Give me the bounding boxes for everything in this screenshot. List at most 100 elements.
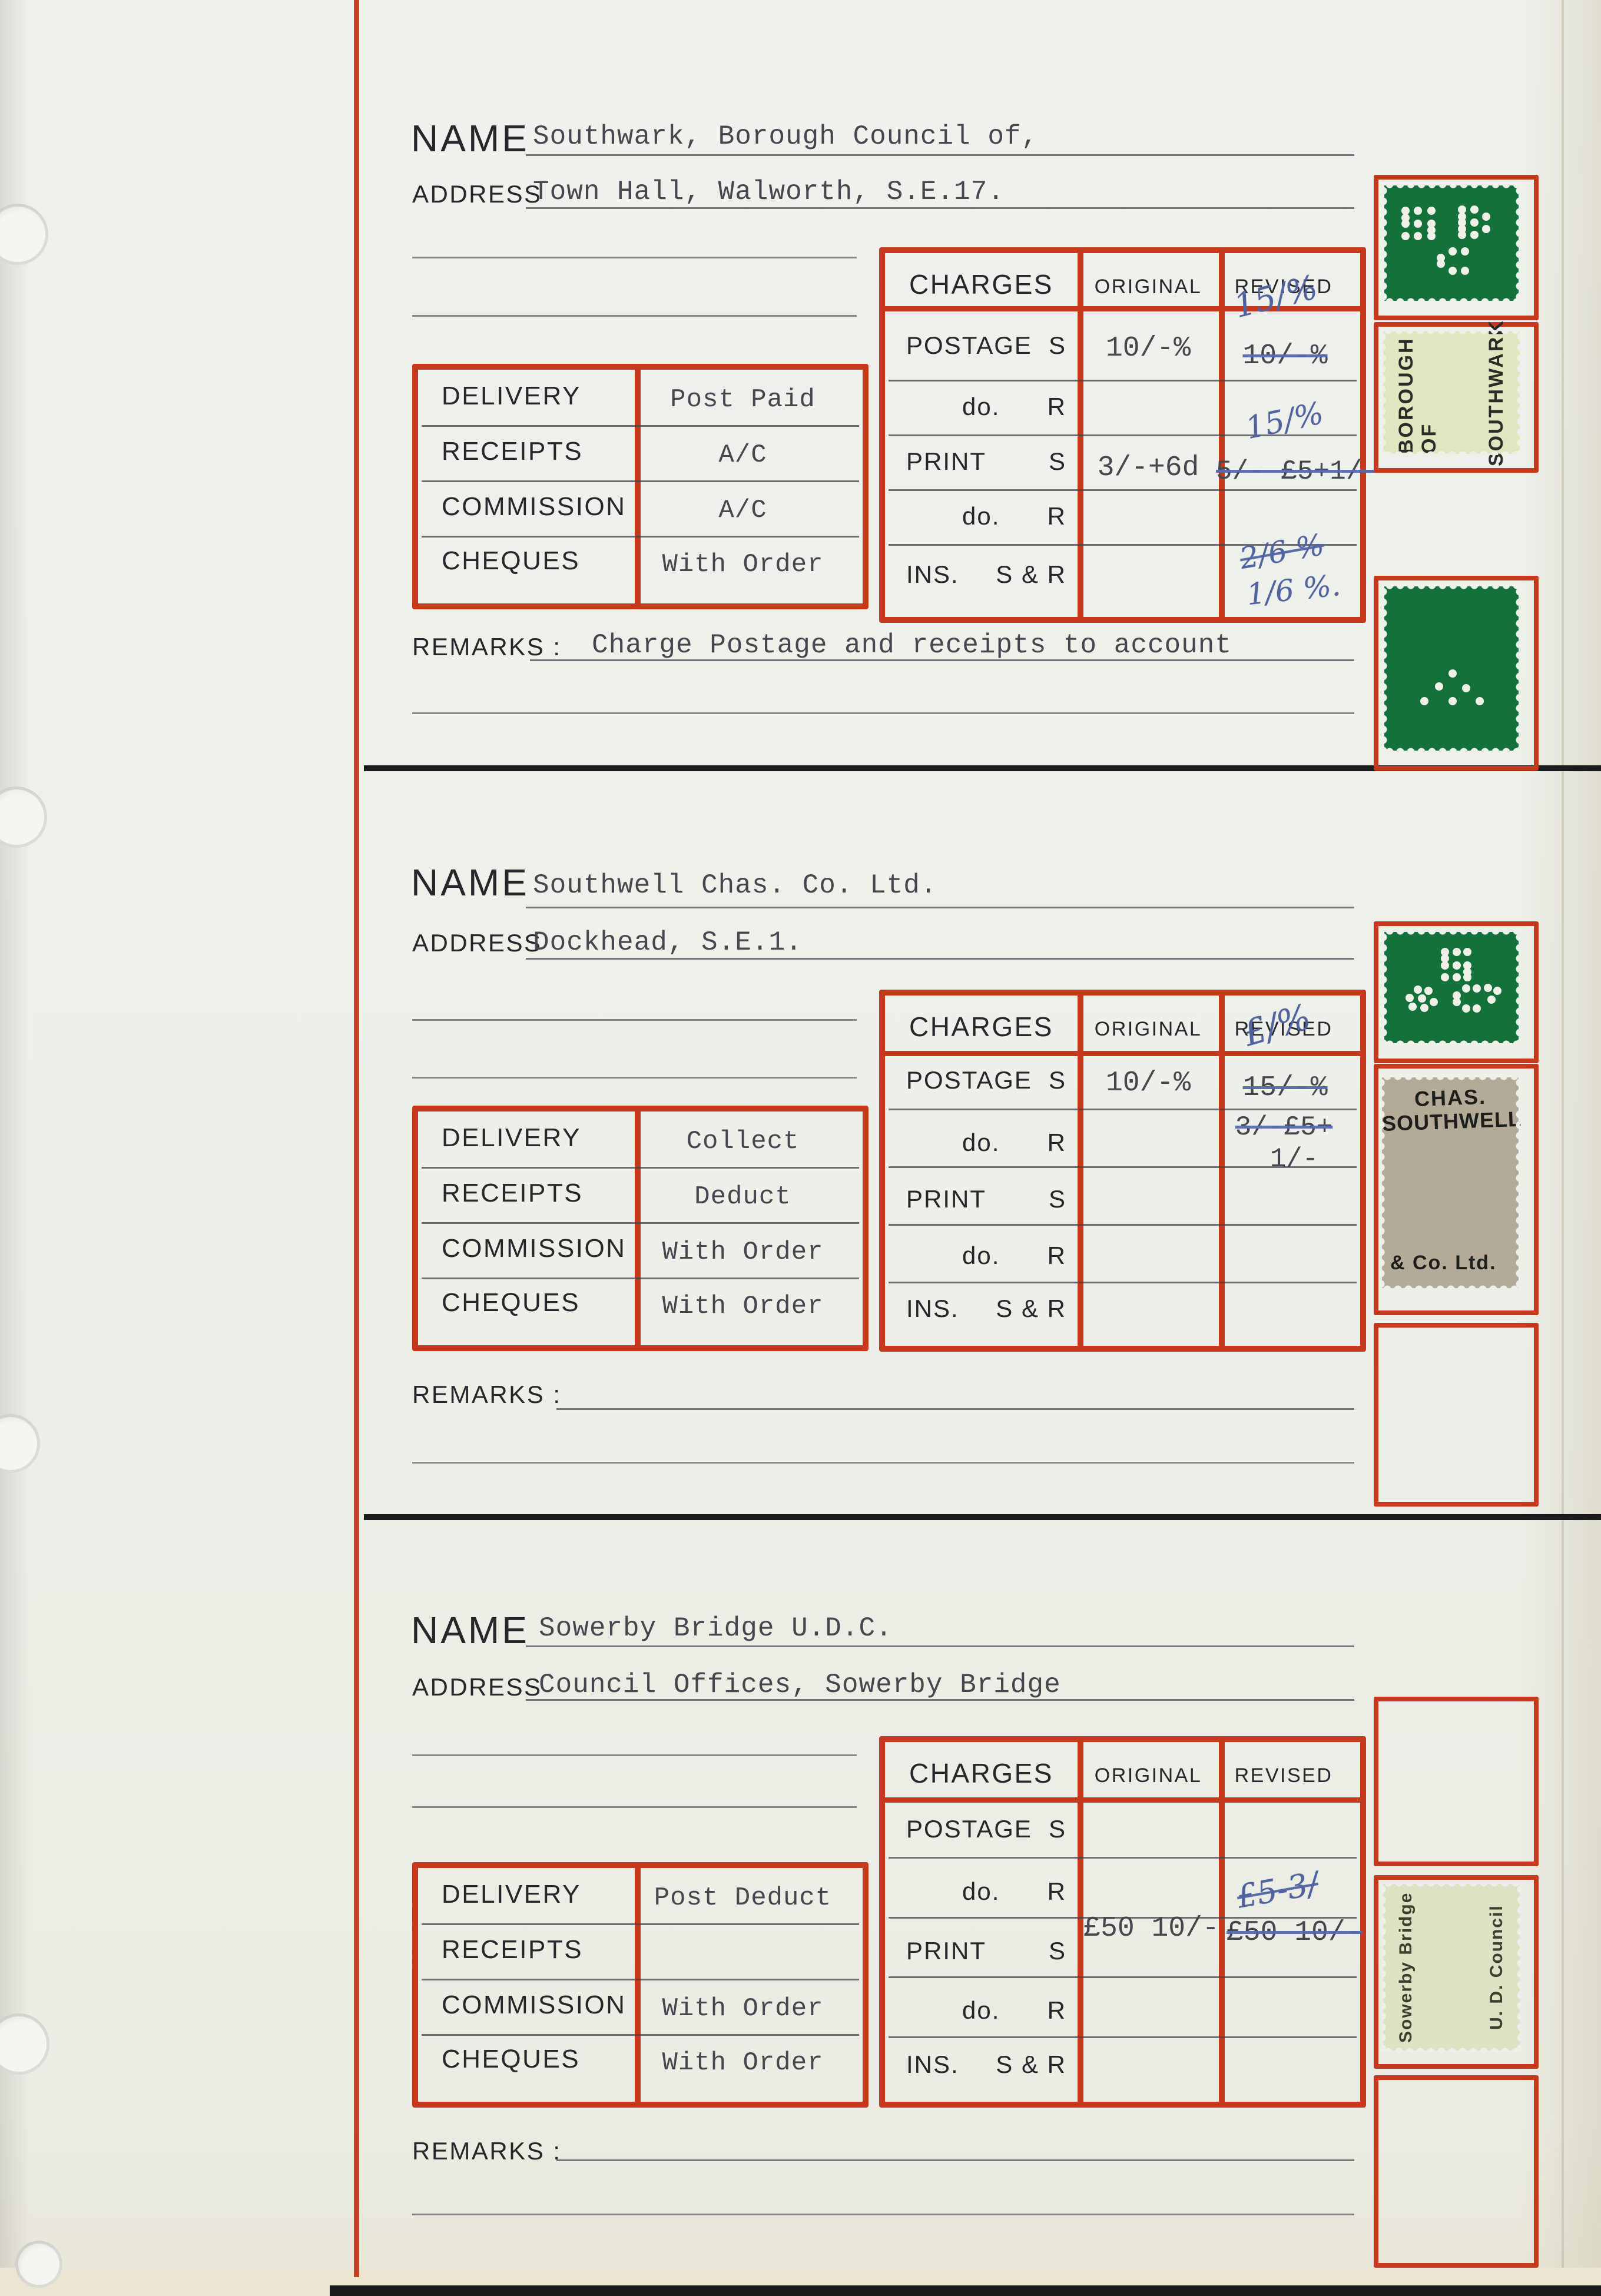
- perforation-edge: [1384, 1037, 1519, 1044]
- row-label-suffix: R: [1047, 1242, 1066, 1269]
- print-revised-line2: 1/-: [1269, 1144, 1319, 1174]
- perfin-hole: [1401, 219, 1410, 228]
- print-s-row-label: PRINT S: [906, 1937, 1066, 1965]
- print-r-row-label: do. R: [906, 502, 1066, 530]
- name-label: NAME: [411, 1609, 529, 1651]
- charges-header: CHARGES: [909, 1758, 1053, 1789]
- ruled-line: [412, 257, 857, 258]
- stamp-label-right-text: SOUTHWARK: [1485, 319, 1507, 466]
- row-line: [422, 1923, 859, 1925]
- row-line: [889, 380, 1357, 381]
- row-line: [889, 1282, 1357, 1283]
- perfin-hole: [1408, 1002, 1417, 1011]
- name-value: Southwark, Borough Council of,: [533, 121, 1039, 152]
- stamp-frame-empty: [1374, 1697, 1539, 1866]
- ins-row-label: INS. S & R: [906, 1295, 1066, 1323]
- print-revised-struck: 3/-£5+: [1215, 1112, 1353, 1143]
- perfin-hole: [1414, 219, 1422, 228]
- name-value: Sowerby Bridge U.D.C.: [539, 1613, 893, 1644]
- perforation-edge: [1382, 1076, 1519, 1083]
- name-value: Southwell Chas. Co. Ltd.: [533, 870, 937, 901]
- receipts-row-label: RECEIPTS: [442, 1179, 584, 1207]
- perfin-hole: [1458, 205, 1467, 214]
- perfin-hole: [1448, 267, 1457, 276]
- stamp-frame-empty: [1374, 2075, 1539, 2268]
- postage-original-value: 10/-%: [1105, 1067, 1191, 1099]
- row-label-text: POSTAGE: [906, 1066, 1032, 1094]
- header-line: [885, 1797, 1360, 1803]
- perfin-hole: [1440, 961, 1449, 970]
- stamp-frame: [1374, 175, 1539, 320]
- cheques-value: With Order: [662, 1292, 824, 1321]
- name-label: NAME: [411, 117, 529, 160]
- row-line: [422, 480, 859, 482]
- ruled-line: [412, 1462, 1354, 1464]
- print-s-row-label: PRINT S: [906, 1185, 1066, 1213]
- cheques-value: With Order: [662, 2048, 824, 2078]
- perfin-hole: [1440, 973, 1449, 982]
- red-margin-line: [354, 0, 359, 2277]
- perfin-hole: [1453, 991, 1461, 1000]
- stamp-frame: [1374, 322, 1539, 473]
- commission-row-label: COMMISSION: [442, 492, 627, 521]
- stamp-frame: [1374, 576, 1539, 771]
- stamp-southwell-perfin: [1383, 931, 1520, 1044]
- row-label-text: INS.: [906, 560, 959, 588]
- charges-header: CHARGES: [909, 269, 1053, 300]
- perforation-edge: [1514, 331, 1521, 454]
- delivery-table: DELIVERY RECEIPTS COMMISSION CHEQUES Col…: [412, 1106, 869, 1351]
- stamp-chas-southwell-label: CHAS. SOUTHWELL & Co. Ltd.: [1381, 1076, 1522, 1289]
- perforation-edge: [1382, 1884, 1389, 2051]
- row-line: [422, 1167, 859, 1169]
- commission-value: With Order: [662, 1237, 824, 1267]
- perfin-hole: [1470, 205, 1479, 214]
- perfin-hole: [1453, 948, 1461, 957]
- row-line: [889, 1109, 1357, 1110]
- struck-text: 5/- £5+1/-: [1216, 456, 1379, 487]
- perfin-hole: [1448, 697, 1457, 706]
- print-revised-struck: £50 10/-: [1221, 1917, 1362, 1949]
- remarks-label: REMARKS :: [412, 633, 562, 661]
- perfin-hole: [1424, 987, 1433, 996]
- header-line: [885, 306, 1360, 311]
- row-label-suffix: S: [1048, 447, 1066, 475]
- perforation-edge: [1382, 1282, 1519, 1289]
- remarks-label: REMARKS :: [412, 1381, 562, 1408]
- row-label-text: INS.: [906, 2051, 959, 2078]
- perfin-hole: [1420, 697, 1429, 706]
- struck-text: 3/-£5+: [1235, 1112, 1333, 1143]
- row-label-suffix: R: [1047, 393, 1066, 420]
- perfin-hole: [1401, 207, 1410, 215]
- perforation-edge: [1384, 931, 1519, 938]
- address-value: Dockhead, S.E.1.: [533, 927, 803, 958]
- delivery-value: Post Deduct: [654, 1883, 832, 1913]
- perfin-hole: [1460, 247, 1469, 256]
- perfin-hole: [1414, 986, 1422, 994]
- perforation-edge: [1513, 1077, 1520, 1288]
- ruled-line: [526, 907, 1354, 908]
- row-label-suffix: S & R: [996, 1295, 1066, 1322]
- perfin-hole: [1475, 697, 1484, 706]
- perfin-hole: [1427, 219, 1436, 228]
- postage-revised-struck: 15/-%: [1222, 1072, 1348, 1104]
- address-label: ADDRESS: [412, 1673, 542, 1701]
- punch-hole: [0, 204, 48, 265]
- row-label-suffix: S: [1048, 1815, 1066, 1843]
- row-label-suffix: R: [1047, 1996, 1066, 2024]
- column-divider: [1078, 1742, 1083, 2102]
- perfin-hole: [1414, 207, 1422, 215]
- stamp-borough-of-southwark-label: BOROUGH OF SOUTHWARK: [1382, 319, 1521, 466]
- row-line: [889, 1857, 1357, 1859]
- row-label-suffix: S: [1048, 1937, 1066, 1965]
- perforation-edge: [1513, 586, 1520, 751]
- perfin-hole: [1458, 218, 1467, 227]
- stamp-frame: [1374, 1875, 1539, 2069]
- ruled-line: [556, 1408, 1354, 1410]
- column-divider: [1219, 996, 1225, 1346]
- perfin-hole: [1473, 984, 1481, 993]
- ruled-line: [526, 207, 1354, 209]
- punch-hole: [0, 787, 47, 848]
- punch-hole: [0, 1414, 40, 1473]
- delivery-value: Post Paid: [670, 385, 816, 414]
- charges-header: CHARGES: [909, 1011, 1053, 1042]
